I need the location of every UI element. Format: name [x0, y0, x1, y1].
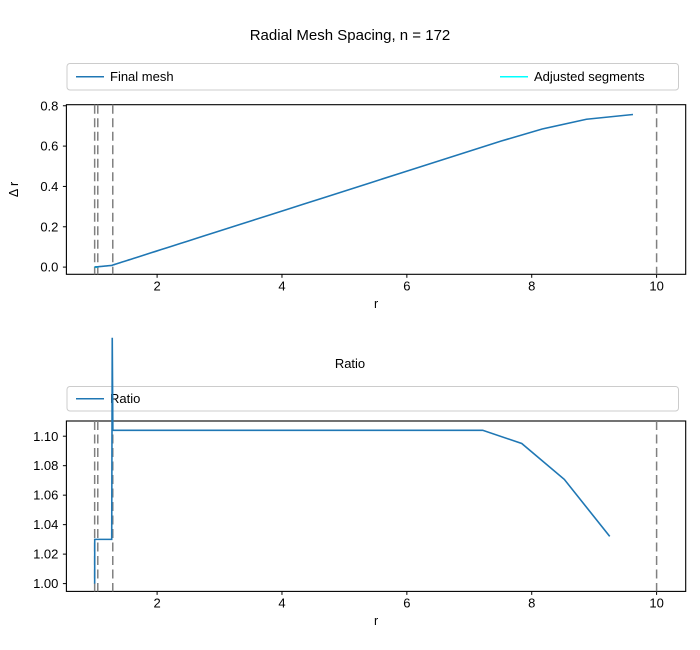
- svg-text:0.6: 0.6: [40, 139, 58, 154]
- svg-text:10: 10: [649, 278, 663, 293]
- svg-text:6: 6: [403, 595, 410, 610]
- svg-text:Final mesh: Final mesh: [110, 69, 174, 84]
- svg-text:4: 4: [278, 278, 285, 293]
- svg-text:Adjusted segments: Adjusted segments: [534, 69, 645, 84]
- svg-text:r: r: [374, 297, 378, 311]
- svg-text:r: r: [374, 614, 378, 628]
- svg-text:1.06: 1.06: [33, 488, 58, 503]
- svg-text:Radial Mesh Spacing, n = 172: Radial Mesh Spacing, n = 172: [250, 27, 451, 44]
- svg-text:8: 8: [528, 595, 535, 610]
- svg-text:1.02: 1.02: [33, 547, 58, 562]
- svg-text:0.2: 0.2: [40, 219, 58, 234]
- svg-text:Δ r: Δ r: [7, 182, 21, 197]
- svg-text:0.0: 0.0: [40, 260, 58, 275]
- svg-text:2: 2: [153, 595, 160, 610]
- svg-text:8: 8: [528, 278, 535, 293]
- svg-text:1.08: 1.08: [33, 458, 58, 473]
- svg-text:6: 6: [403, 278, 410, 293]
- svg-text:1.10: 1.10: [33, 429, 58, 444]
- svg-text:1.04: 1.04: [33, 517, 58, 532]
- svg-text:Ratio: Ratio: [110, 391, 140, 406]
- svg-text:4: 4: [278, 595, 285, 610]
- svg-text:10: 10: [649, 595, 663, 610]
- svg-text:1.00: 1.00: [33, 576, 58, 591]
- svg-text:Ratio: Ratio: [335, 356, 365, 371]
- svg-text:2: 2: [153, 278, 160, 293]
- svg-text:0.4: 0.4: [40, 179, 58, 194]
- svg-text:0.8: 0.8: [40, 98, 58, 113]
